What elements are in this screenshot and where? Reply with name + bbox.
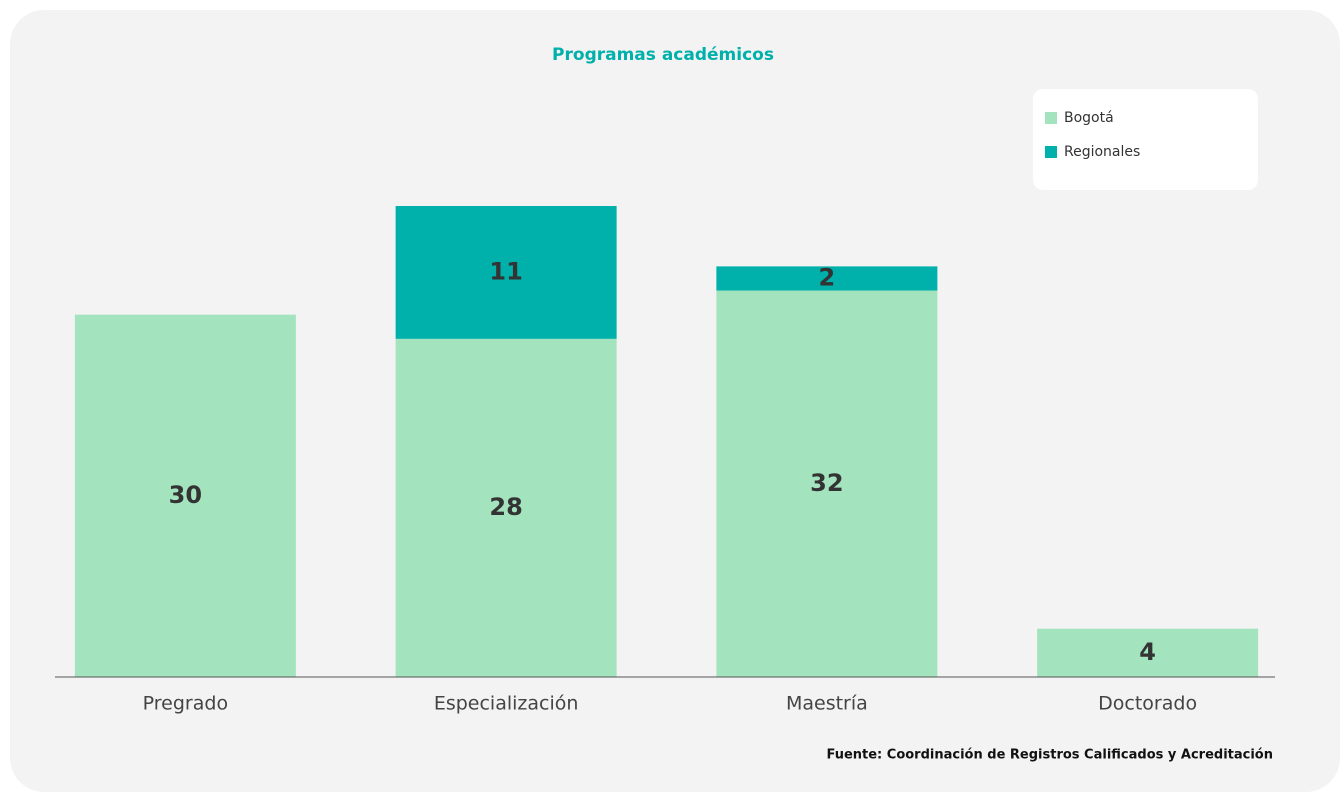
legend-label: Regionales — [1064, 144, 1140, 160]
bar-segment — [74, 314, 296, 677]
value-label: 30 — [169, 481, 202, 509]
x-tick-label: Maestría — [786, 693, 868, 715]
x-tick-label: Doctorado — [1098, 693, 1197, 715]
legend-box — [1033, 89, 1258, 190]
bar-segment — [395, 338, 617, 677]
source-note: Fuente: Coordinación de Registros Califi… — [826, 748, 1273, 763]
value-label: 4 — [1139, 638, 1156, 666]
x-tick-label: Especialización — [434, 693, 579, 715]
card — [10, 10, 1340, 792]
x-tick-label: Pregrado — [143, 693, 228, 715]
bar-segment — [716, 266, 938, 291]
legend-swatch — [1045, 112, 1057, 124]
bar-segment — [1037, 628, 1259, 677]
value-label: 2 — [819, 263, 836, 291]
value-label: 28 — [489, 493, 522, 521]
bar-segment — [716, 290, 938, 677]
chart-title: Programas académicos — [552, 45, 774, 65]
bar-segment — [395, 206, 617, 339]
legend-label: Bogotá — [1064, 110, 1114, 126]
legend-swatch — [1045, 146, 1057, 158]
value-label: 11 — [489, 257, 522, 285]
value-label: 32 — [810, 469, 843, 497]
